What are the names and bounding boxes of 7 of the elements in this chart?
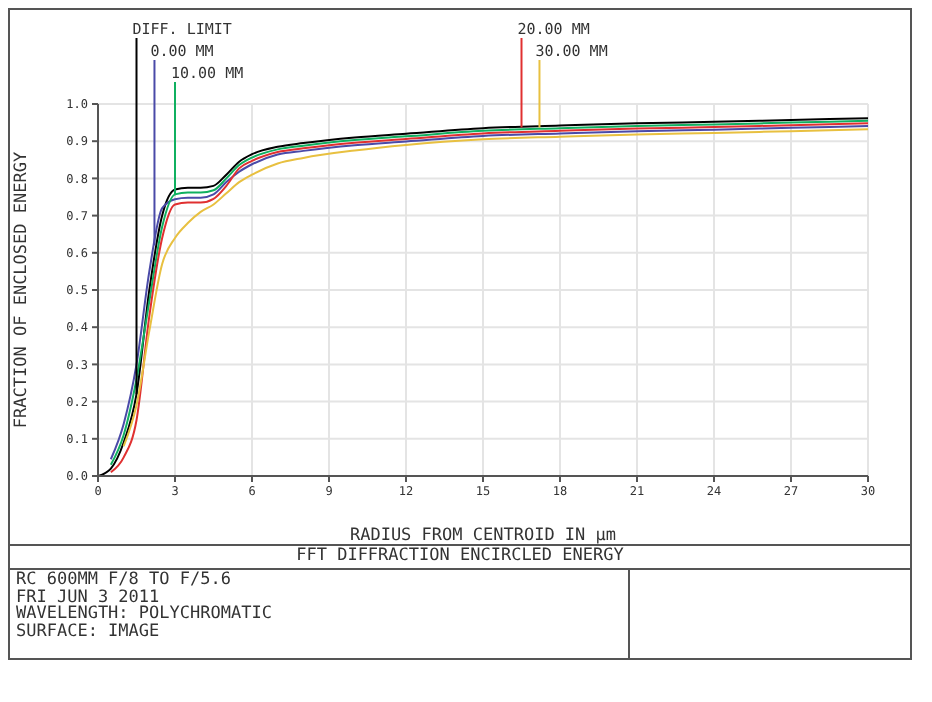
text: WAVELENGTH: POLYCHROMATIC bbox=[16, 604, 274, 624]
y-axis-title: FRACTION OF ENCLOSED ENERGY bbox=[12, 151, 33, 429]
x-axis-title: RADIUS FROM CENTROID IN µm bbox=[349, 526, 617, 546]
text: SURFACE: IMAGE bbox=[16, 621, 162, 641]
text: FFT DIFFRACTION ENCIRCLED ENERGY bbox=[8, 546, 912, 570]
text: RC 600MM F/8 TO F/5.6 bbox=[16, 570, 233, 590]
text: FRI JUN 3 2011 bbox=[16, 587, 160, 607]
